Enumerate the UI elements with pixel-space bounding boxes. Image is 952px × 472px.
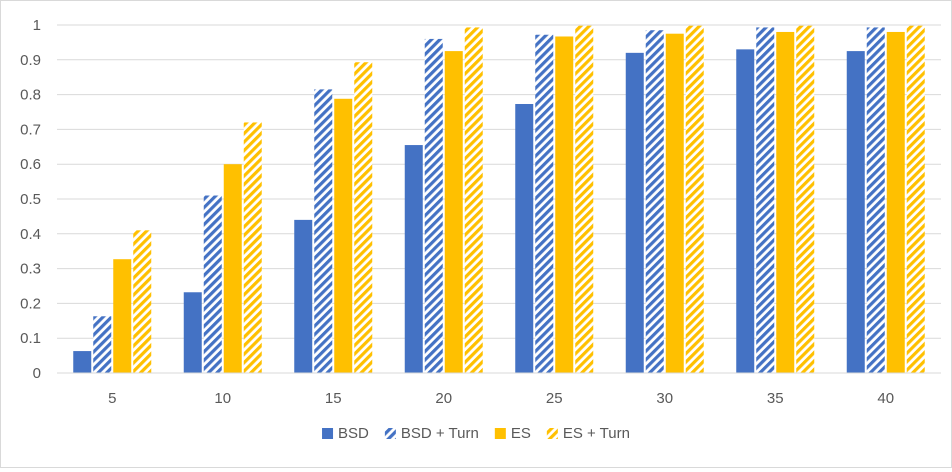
bar-es-turn <box>906 25 925 374</box>
x-tick-label: 35 <box>767 390 784 407</box>
y-axis-tick-labels: 0 0.1 0.2 0.3 0.4 0.5 0.6 0.7 0.8 0.9 1 <box>20 17 41 382</box>
y-tick-label: 0.7 <box>20 121 41 138</box>
y-tick-label: 0.5 <box>20 191 41 208</box>
bar-bsd-turn <box>645 30 664 373</box>
bar-bsd <box>404 145 423 373</box>
bar-bsd-turn <box>93 316 112 373</box>
bar-es <box>555 36 574 373</box>
x-tick-label: 15 <box>325 390 342 407</box>
bar-bsd <box>515 103 534 373</box>
x-tick-label: 40 <box>877 390 894 407</box>
y-tick-label: 0.8 <box>20 87 41 104</box>
bar-bsd <box>625 52 644 374</box>
legend-item: ES + Turn <box>546 425 630 442</box>
bar-bsd <box>183 292 202 373</box>
bar-bsd-turn <box>314 89 333 373</box>
legend-item: ES <box>494 425 531 442</box>
bar-es-turn <box>354 62 373 374</box>
x-axis-tick-labels: 5 10 15 20 25 30 35 40 <box>108 390 894 407</box>
x-tick-label: 30 <box>656 390 673 407</box>
legend-label: BSD + Turn <box>401 425 479 442</box>
y-tick-label: 1 <box>33 17 41 34</box>
legend-label: ES <box>511 425 531 442</box>
x-tick-label: 5 <box>108 390 116 407</box>
bar-bsd-turn <box>424 38 443 374</box>
legend-swatch <box>546 428 558 439</box>
bar-es-turn <box>796 25 815 374</box>
y-tick-label: 0.3 <box>20 261 41 278</box>
bars <box>73 25 925 374</box>
legend-swatch <box>384 428 396 439</box>
legend-label: BSD <box>338 425 369 442</box>
bar-es-turn <box>243 122 262 373</box>
bar-es <box>223 164 242 373</box>
bar-es-turn <box>464 27 483 373</box>
bar-bsd-turn <box>203 195 222 373</box>
legend-swatch <box>494 428 506 439</box>
legend-swatch <box>322 428 334 439</box>
x-tick-label: 10 <box>214 390 231 407</box>
legend-label: ES + Turn <box>563 425 630 442</box>
bar-es <box>444 51 463 373</box>
bar-bsd-turn <box>535 34 554 374</box>
bar-bsd <box>846 51 865 373</box>
legend-item: BSD <box>322 425 369 442</box>
x-tick-label: 25 <box>546 390 563 407</box>
y-tick-label: 0 <box>33 365 41 382</box>
bar-es <box>113 259 132 373</box>
bar-bsd <box>736 49 755 374</box>
y-tick-label: 0.4 <box>20 226 41 243</box>
bar-es-turn <box>575 25 594 374</box>
bar-bsd-turn <box>866 27 885 373</box>
y-tick-label: 0.6 <box>20 156 41 173</box>
y-tick-label: 0.2 <box>20 295 41 312</box>
bar-es <box>886 31 905 374</box>
bar-bsd-turn <box>756 27 775 373</box>
legend: BSD BSD + Turn ES ES + Turn <box>322 425 630 442</box>
bar-es <box>776 31 795 374</box>
x-tick-label: 20 <box>435 390 452 407</box>
bar-bsd <box>73 351 92 373</box>
bar-bsd <box>294 219 313 373</box>
legend-item: BSD + Turn <box>384 425 479 442</box>
y-tick-label: 0.1 <box>20 330 41 347</box>
bar-es <box>334 98 353 373</box>
bar-es <box>665 33 684 373</box>
bar-es-turn <box>685 25 704 374</box>
y-tick-label: 0.9 <box>20 52 41 69</box>
bar-es-turn <box>133 230 152 373</box>
